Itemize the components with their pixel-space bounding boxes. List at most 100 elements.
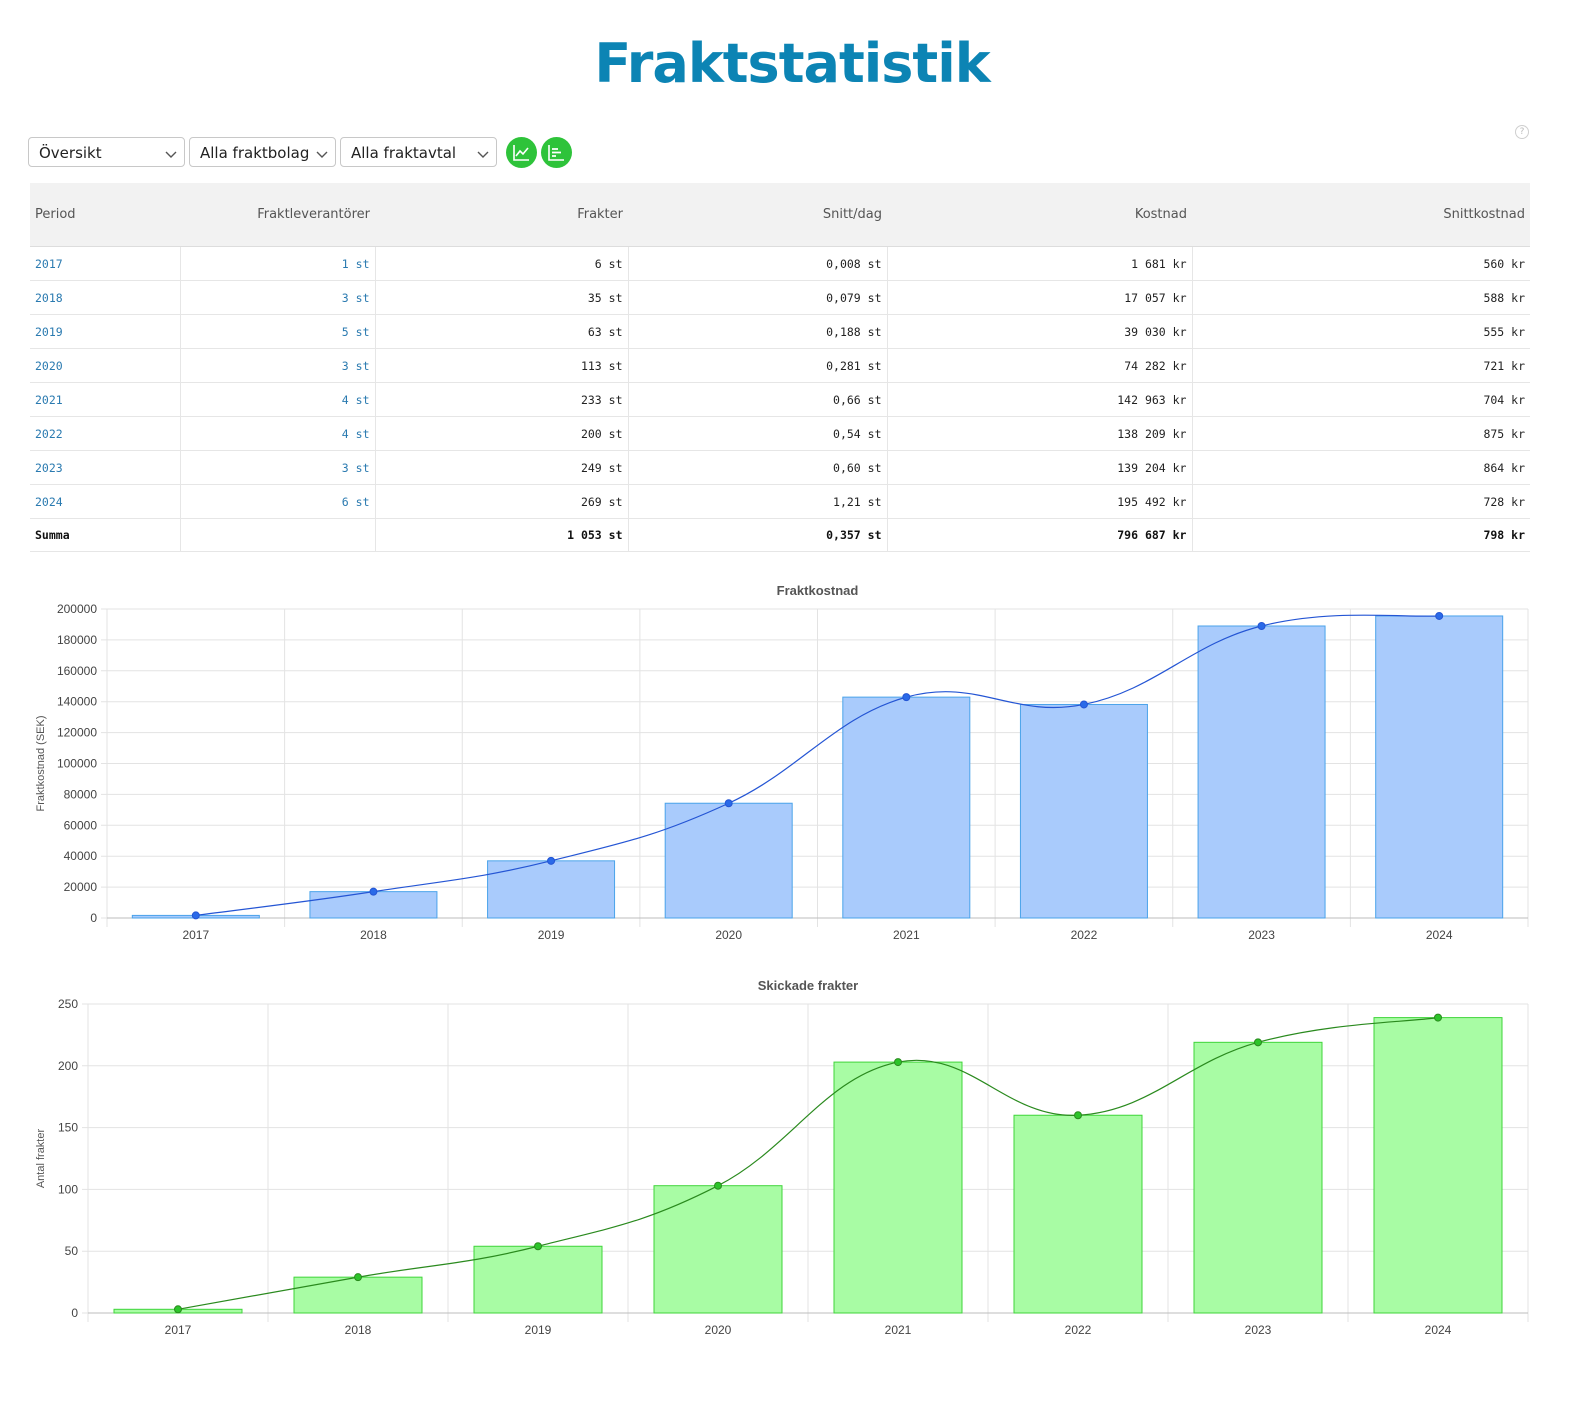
- table-row: 2019 5 st 63 st 0,188 st 39 030 kr 555 k…: [30, 314, 1530, 349]
- period-link[interactable]: 2021: [30, 382, 181, 417]
- per-day-cell: 0,281 st: [628, 348, 888, 383]
- shipments-cell: 249 st: [375, 450, 629, 485]
- period-link[interactable]: 2022: [30, 416, 181, 451]
- x-tick-label: 2021: [893, 928, 920, 942]
- y-tick-label: 50: [65, 1244, 79, 1258]
- table-header-row: Period Fraktleverantörer Frakter Snitt/d…: [30, 183, 1530, 247]
- column-header[interactable]: Period: [30, 183, 180, 247]
- y-tick-label: 80000: [64, 787, 98, 801]
- per-day-cell: 0,54 st: [628, 416, 888, 451]
- chart-view-button[interactable]: [506, 137, 537, 168]
- bar: [473, 1245, 603, 1314]
- carriers-link[interactable]: 3 st: [180, 280, 376, 315]
- column-header[interactable]: Kostnad: [887, 183, 1192, 247]
- line-point: [1434, 1013, 1442, 1022]
- carrier-select-value: Alla fraktbolag: [200, 144, 310, 162]
- bar-list-icon: [548, 145, 564, 161]
- y-tick-label: 40000: [64, 849, 98, 863]
- period-link[interactable]: 2019: [30, 314, 181, 349]
- period-link[interactable]: 2017: [30, 246, 181, 281]
- bar: [833, 1061, 963, 1314]
- column-header[interactable]: Snittkostnad: [1192, 183, 1530, 247]
- y-tick-label: 150: [58, 1121, 78, 1135]
- summary-carriers: [180, 518, 376, 552]
- avg-cost-cell: 555 kr: [1192, 314, 1530, 349]
- agreement-select[interactable]: Alla fraktavtal: [340, 137, 497, 167]
- view-select-value: Översikt: [39, 144, 102, 162]
- avg-cost-cell: 588 kr: [1192, 280, 1530, 315]
- chart-title: Fraktkostnad: [777, 583, 859, 598]
- bar: [653, 1185, 783, 1314]
- y-tick-label: 0: [71, 1306, 78, 1320]
- carriers-link[interactable]: 6 st: [180, 484, 376, 519]
- carriers-link[interactable]: 5 st: [180, 314, 376, 349]
- period-link[interactable]: 2018: [30, 280, 181, 315]
- chevron-down-icon: [165, 151, 177, 158]
- line-point: [174, 1305, 182, 1314]
- carriers-link[interactable]: 3 st: [180, 348, 376, 383]
- table-row: 2022 4 st 200 st 0,54 st 138 209 kr 875 …: [30, 416, 1530, 451]
- y-tick-label: 60000: [64, 818, 98, 832]
- line-point: [191, 911, 200, 920]
- x-tick-label: 2022: [1071, 928, 1098, 942]
- table-row: 2020 3 st 113 st 0,281 st 74 282 kr 721 …: [30, 348, 1530, 383]
- table-row: 2021 4 st 233 st 0,66 st 142 963 kr 704 …: [30, 382, 1530, 417]
- cost-cell: 39 030 kr: [887, 314, 1193, 349]
- line-point: [894, 1058, 902, 1067]
- summary-label: Summa: [30, 518, 181, 552]
- y-axis-label: Antal frakter: [35, 1129, 47, 1189]
- x-tick-label: 2023: [1245, 1323, 1272, 1337]
- carrier-select[interactable]: Alla fraktbolag: [189, 137, 336, 167]
- line-chart-icon: [513, 145, 529, 161]
- table-view-button[interactable]: [541, 137, 572, 168]
- avg-cost-cell: 864 kr: [1192, 450, 1530, 485]
- y-tick-label: 100000: [57, 757, 97, 771]
- x-tick-label: 2019: [538, 928, 565, 942]
- table-row: 2024 6 st 269 st 1,21 st 195 492 kr 728 …: [30, 484, 1530, 519]
- trend-line: [195, 614, 1440, 916]
- bar: [1197, 625, 1326, 919]
- y-tick-label: 200000: [57, 602, 97, 616]
- carriers-link[interactable]: 1 st: [180, 246, 376, 281]
- shipments-cell: 63 st: [375, 314, 629, 349]
- carriers-link[interactable]: 4 st: [180, 382, 376, 417]
- column-header[interactable]: Snitt/dag: [628, 183, 887, 247]
- bar: [487, 860, 616, 919]
- agreement-select-value: Alla fraktavtal: [351, 144, 457, 162]
- shipments-cell: 35 st: [375, 280, 629, 315]
- bar: [1193, 1041, 1323, 1314]
- line-point: [714, 1181, 722, 1190]
- period-link[interactable]: 2023: [30, 450, 181, 485]
- avg-cost-cell: 728 kr: [1192, 484, 1530, 519]
- x-tick-label: 2017: [165, 1323, 192, 1337]
- shipments-chart-svg: Skickade frakter Antal frakter 0 50 100 150 20…: [35, 978, 1529, 1337]
- cost-cell: 17 057 kr: [887, 280, 1193, 315]
- help-icon[interactable]: ?: [1515, 125, 1529, 139]
- line-point: [1254, 1038, 1262, 1047]
- y-tick-label: 200: [58, 1059, 78, 1073]
- bar: [309, 891, 438, 919]
- y-tick-label: 140000: [57, 695, 97, 709]
- trend-line: [177, 1017, 1439, 1310]
- column-header[interactable]: Fraktleverantörer: [180, 183, 375, 247]
- page-title: Fraktstatistik: [594, 32, 990, 95]
- summary-avg-cost: 798 kr: [1192, 518, 1530, 552]
- chart-title: Skickade frakter: [758, 978, 858, 993]
- x-tick-label: 2023: [1248, 928, 1275, 942]
- per-day-cell: 0,60 st: [628, 450, 888, 485]
- cost-cell: 139 204 kr: [887, 450, 1193, 485]
- period-link[interactable]: 2024: [30, 484, 181, 519]
- y-tick-label: 160000: [57, 664, 97, 678]
- cost-chart: Fraktkostnad Fraktkostnad (SEK) 0 20000 4000…: [0, 575, 1584, 950]
- carriers-link[interactable]: 3 st: [180, 450, 376, 485]
- y-tick-label: 20000: [64, 880, 98, 894]
- line-point: [902, 693, 911, 702]
- shipments-cell: 113 st: [375, 348, 629, 383]
- view-select[interactable]: Översikt: [28, 137, 185, 167]
- column-header[interactable]: Frakter: [375, 183, 628, 247]
- table-row: 2018 3 st 35 st 0,079 st 17 057 kr 588 k…: [30, 280, 1530, 315]
- period-link[interactable]: 2020: [30, 348, 181, 383]
- carriers-link[interactable]: 4 st: [180, 416, 376, 451]
- bar: [1375, 615, 1504, 919]
- summary-shipments: 1 053 st: [375, 518, 629, 552]
